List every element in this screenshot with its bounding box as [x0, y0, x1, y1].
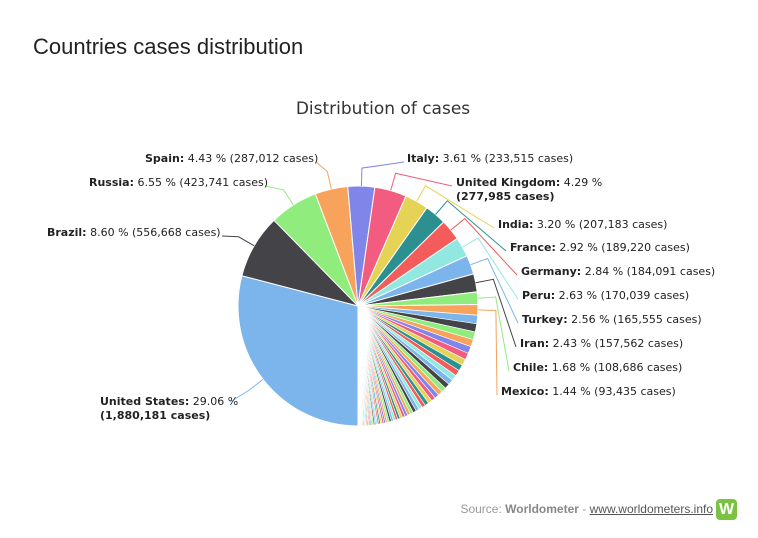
source-credit: Source: Worldometer - www.worldometers.i… [460, 502, 713, 516]
slice-label-united-kingdom: United Kingdom: 4.29 % (277,985 cases) [456, 176, 602, 203]
pie-slice-other-60[interactable] [357, 305, 359, 427]
slice-label-india: India: 3.20 % (207,183 cases) [498, 218, 667, 231]
source-separator: - [582, 502, 587, 516]
connector-brazil [221, 235, 255, 247]
slice-label-brazil: Brazil: 8.60 % (556,668 cases) [47, 226, 221, 239]
connector-spain [315, 161, 332, 190]
chart-title: Distribution of cases [296, 99, 470, 119]
connector-france [435, 200, 507, 252]
connector-peru [462, 237, 519, 300]
slice-label-turkey: Turkey: 2.56 % (165,555 cases) [522, 313, 702, 326]
source-prefix: Source: [460, 502, 502, 516]
pie-slice-united-states[interactable] [237, 275, 359, 427]
source-name: Worldometer [505, 502, 579, 516]
pie-slices [237, 185, 479, 427]
slice-label-united-states: United States: 29.06 % (1,880,181 cases) [100, 395, 238, 422]
worldometer-logo-icon: W [716, 499, 737, 520]
slice-label-spain: Spain: 4.43 % (287,012 cases) [145, 152, 318, 165]
connector-chile [477, 296, 510, 372]
slice-label-russia: Russia: 6.55 % (423,741 cases) [89, 176, 268, 189]
slice-label-peru: Peru: 2.63 % (170,039 cases) [522, 289, 689, 302]
connector-iran [475, 278, 517, 348]
connector-united-kingdom [390, 172, 453, 191]
slice-label-chile: Chile: 1.68 % (108,686 cases) [513, 361, 682, 374]
slice-label-germany: Germany: 2.84 % (184,091 cases) [521, 265, 715, 278]
connector-russia [264, 185, 294, 206]
connector-mexico [477, 309, 498, 396]
slice-label-france: France: 2.92 % (189,220 cases) [510, 241, 690, 254]
slice-label-iran: Iran: 2.43 % (157,562 cases) [520, 337, 683, 350]
connector-turkey [470, 257, 519, 324]
connector-germany [450, 217, 518, 276]
label-connectors [221, 161, 519, 403]
slice-label-mexico: Mexico: 1.44 % (93,435 cases) [501, 385, 676, 398]
connector-united-states [229, 379, 264, 403]
connector-italy [360, 161, 405, 187]
page-title: Countries cases distribution [33, 34, 304, 59]
connector-india [416, 185, 495, 229]
slice-labels: United States: 29.06 % (1,880,181 cases) B… [47, 152, 715, 422]
slice-label-italy: Italy: 3.61 % (233,515 cases) [407, 152, 573, 165]
source-link[interactable]: www.worldometers.info [589, 502, 713, 516]
